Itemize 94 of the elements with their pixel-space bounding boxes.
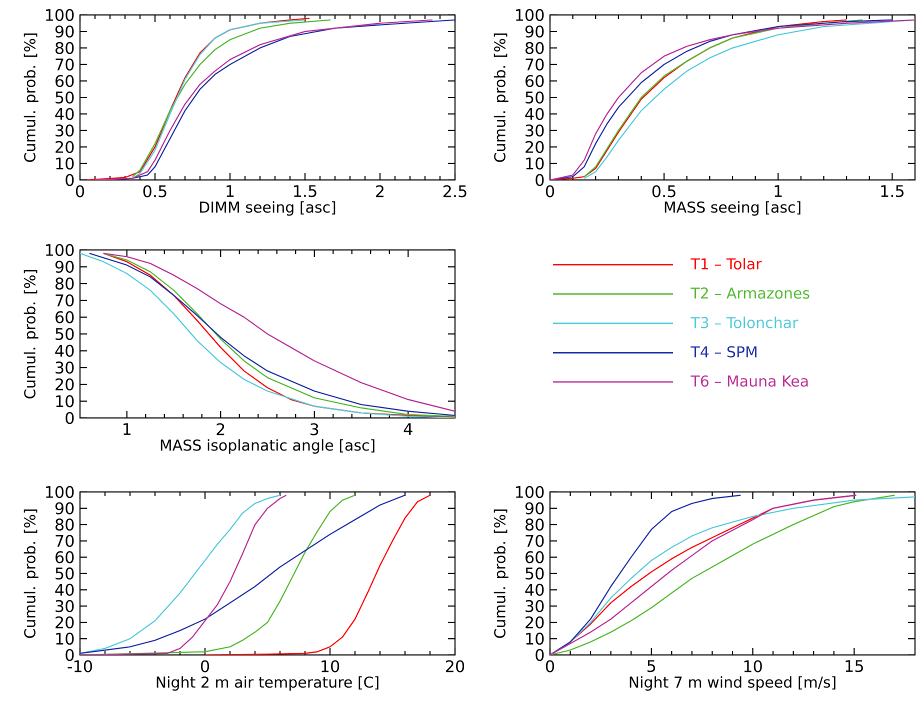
y-tick-label: 40 (55, 108, 74, 120)
y-tick-label: 40 (525, 584, 544, 596)
y-axis-title: Cumul. prob. [%] (24, 34, 38, 162)
x-tick-label: 1 (774, 185, 782, 197)
x-axis-title: MASS isoplanatic angle [asc] (160, 439, 374, 454)
y-tick-label: 0 (66, 412, 74, 424)
x-tick-label: 10 (322, 660, 340, 672)
line-series (550, 494, 742, 655)
x-tick-label: 15 (846, 660, 863, 672)
x-tick-label: 1.5 (294, 185, 316, 198)
x-tick-label: 5 (648, 660, 656, 672)
y-tick-label: 40 (55, 584, 74, 596)
y-tick-label: 60 (526, 551, 544, 564)
y-tick-label: 60 (56, 551, 74, 564)
y-tick-label: 100 (516, 486, 544, 498)
y-tick-label: 60 (526, 74, 544, 88)
text: T3 – Tolonchar (690, 316, 798, 328)
y-tick-label: 20 (56, 140, 74, 154)
y-tick-label: 20 (526, 140, 544, 154)
y-tick-label: 10 (56, 157, 74, 170)
x-axis-title: Night 2 m air temperature [C] (156, 676, 378, 691)
text: T6 – Mauna Kea (690, 375, 808, 387)
y-tick-label: 80 (526, 42, 544, 54)
x-tick-label: 0 (76, 185, 84, 198)
y-tick-label: 50 (56, 567, 74, 580)
y-tick-label: 80 (56, 518, 74, 531)
text: T2 – Armazones (690, 287, 810, 299)
x-tick-label: -10 (68, 660, 92, 672)
text: T4 – SPM (690, 346, 756, 358)
x-tick-label: 0 (546, 185, 554, 198)
x-axis-title: MASS seeing [asc] (664, 201, 800, 216)
y-tick-label: 50 (526, 91, 544, 104)
x-tick-label: 0.5 (143, 185, 166, 198)
x-tick-label: 0.5 (652, 185, 676, 198)
x-tick-label: 2.5 (443, 185, 466, 198)
y-axis-title: Cumul. prob. [%] (24, 510, 38, 638)
y-tick-label: 20 (56, 616, 74, 628)
line-series (204, 494, 431, 655)
y-tick-label: 70 (526, 58, 544, 71)
x-tick-label: 3 (310, 423, 318, 436)
x-tick-label: 20 (446, 660, 464, 672)
y-tick-label: 90 (55, 502, 74, 514)
y-tick-label: 30 (56, 362, 74, 374)
x-tick-label: 2 (216, 423, 224, 436)
x-tick-label: 2 (376, 185, 384, 198)
y-tick-label: 30 (56, 124, 74, 137)
x-tick-label: 10 (744, 660, 762, 672)
y-tick-label: 20 (56, 378, 74, 390)
y-tick-label: 70 (56, 58, 74, 71)
y-tick-label: 70 (526, 534, 544, 547)
y-tick-label: 10 (526, 157, 544, 170)
y-tick-label: 100 (46, 486, 74, 498)
y-tick-label: 10 (526, 632, 544, 645)
x-tick-label: 4 (404, 423, 412, 435)
y-tick-label: 10 (56, 632, 74, 645)
y-tick-label: 0 (66, 174, 74, 186)
y-tick-label: 90 (525, 502, 544, 514)
y-tick-label: 60 (56, 311, 74, 324)
y-tick-label: 60 (56, 74, 74, 88)
y-tick-label: 30 (56, 600, 74, 612)
y-tick-label: 80 (56, 42, 74, 54)
y-tick-label: 0 (66, 648, 74, 662)
y-tick-label: 80 (526, 518, 544, 531)
y-tick-label: 0 (536, 648, 544, 662)
y-tick-label: 100 (516, 8, 544, 22)
x-axis-title: DIMM seeing [asc] (200, 201, 336, 216)
y-tick-label: 80 (56, 278, 74, 290)
x-tick-label: 0 (546, 660, 554, 672)
y-tick-label: 70 (56, 534, 74, 547)
y-axis-title: Cumul. prob. [%] (494, 34, 508, 162)
y-tick-label: 30 (526, 124, 544, 137)
y-tick-label: 40 (55, 344, 74, 357)
y-axis-title: Cumul. prob. [%] (494, 510, 508, 638)
text: T1 – Tolar (690, 258, 762, 270)
x-tick-label: 1 (124, 423, 130, 435)
y-tick-label: 100 (46, 8, 74, 22)
x-axis-title: Night 7 m wind speed [m/s] (630, 676, 836, 691)
y-tick-label: 100 (46, 244, 74, 256)
y-tick-label: 50 (526, 567, 544, 580)
y-tick-label: 50 (56, 328, 74, 340)
x-tick-label: 1 (226, 185, 234, 197)
y-tick-label: 30 (526, 600, 544, 612)
y-tick-label: 20 (526, 616, 544, 628)
y-tick-label: 90 (525, 25, 544, 38)
y-tick-label: 90 (55, 25, 74, 38)
y-axis-title: Cumul. prob. [%] (24, 270, 38, 398)
y-tick-label: 70 (56, 294, 74, 306)
y-tick-label: 90 (55, 260, 74, 273)
y-tick-label: 0 (536, 174, 544, 186)
y-tick-label: 50 (56, 91, 74, 104)
y-tick-label: 40 (525, 108, 544, 120)
x-tick-label: 1.5 (881, 185, 904, 198)
y-tick-label: 10 (56, 395, 74, 408)
x-tick-label: 0 (200, 660, 210, 672)
